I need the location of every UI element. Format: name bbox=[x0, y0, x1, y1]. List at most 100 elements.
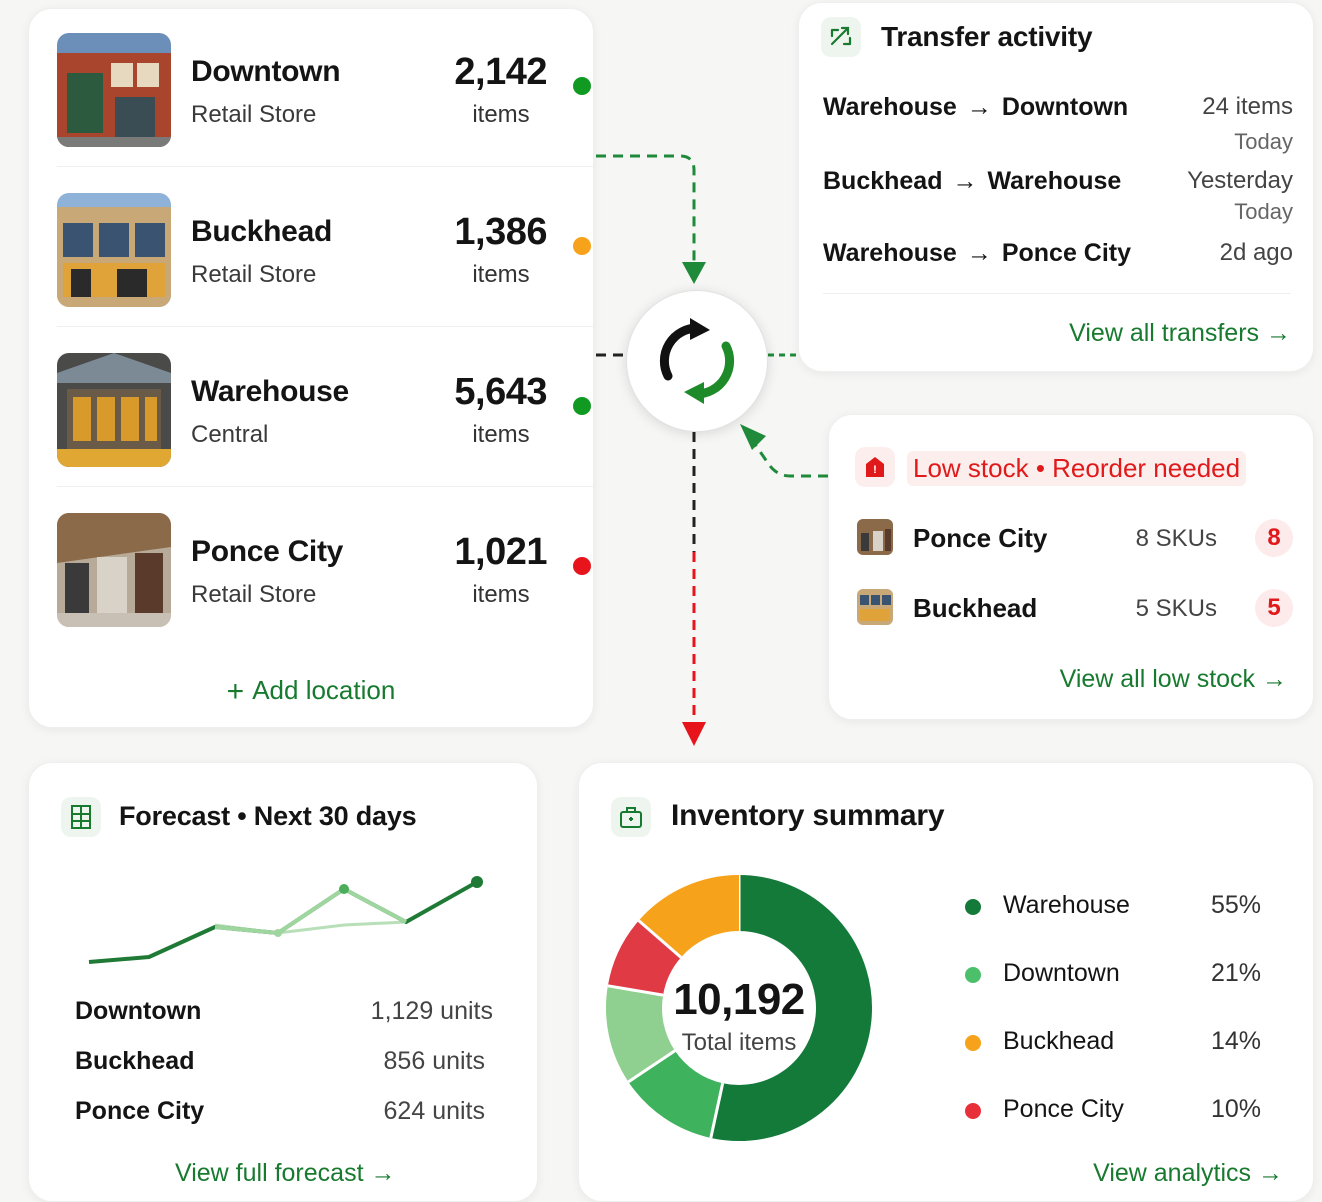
donut-segment-warehouse bbox=[710, 875, 872, 1141]
low-stock-title: Low stock • Reorder needed bbox=[907, 451, 1247, 486]
view-all-low-stock-link[interactable]: View all low stock → bbox=[1060, 665, 1287, 694]
forecast-title: Forecast • Next 30 days bbox=[119, 801, 417, 831]
transfer-to: Warehouse bbox=[987, 167, 1122, 195]
arrow-right-icon: → bbox=[952, 167, 978, 195]
location-name: Downtown bbox=[191, 55, 341, 88]
inventory-icon bbox=[611, 797, 651, 837]
arrow-right-icon: → bbox=[1266, 319, 1291, 347]
transfer-time: Today bbox=[1234, 199, 1293, 224]
transfer-meta: Yesterday bbox=[1187, 167, 1293, 194]
arrow-right-icon: → bbox=[1262, 665, 1287, 693]
legend-percent: 10% bbox=[1210, 1095, 1261, 1123]
forecast-value: 1,129 units bbox=[370, 997, 493, 1025]
location-name: Ponce City bbox=[191, 535, 344, 568]
low-stock-badge: 5 bbox=[1255, 589, 1293, 627]
location-row-downtown[interactable]: Downtown Retail Store 2,142 items bbox=[57, 9, 595, 167]
donut-separator bbox=[709, 1082, 725, 1139]
low-stock-row[interactable]: Ponce City 8 SKUs 8 bbox=[857, 519, 1293, 559]
low-stock-skus: 5 SKUs bbox=[1135, 595, 1217, 622]
low-stock-card: ! Low stock • Reorder needed Ponce City … bbox=[828, 414, 1314, 720]
view-analytics-label: View analytics bbox=[1093, 1159, 1252, 1187]
location-count: 1,021 bbox=[454, 531, 547, 573]
view-analytics-link[interactable]: View analytics → bbox=[1093, 1159, 1283, 1188]
legend-dot bbox=[965, 1035, 981, 1051]
transfer-row[interactable]: Buckhead → Warehouse Yesterday Today bbox=[823, 167, 1293, 224]
legend-dot bbox=[965, 899, 981, 915]
legend-percent: 14% bbox=[1210, 1027, 1261, 1055]
inventory-summary-title: Inventory summary bbox=[671, 799, 945, 832]
arrow-right-icon: → bbox=[966, 93, 992, 121]
forecast-row: Buckhead 856 units bbox=[75, 1047, 493, 1076]
forecast-row: Ponce City 624 units bbox=[75, 1097, 493, 1126]
building-icon bbox=[61, 797, 101, 837]
transfer-row[interactable]: Warehouse → Ponce City 2d ago bbox=[823, 239, 1293, 268]
location-unit: items bbox=[472, 581, 530, 608]
forecast-location: Buckhead bbox=[75, 1047, 195, 1075]
donut-separator bbox=[627, 1049, 676, 1084]
legend-percent: 55% bbox=[1210, 891, 1261, 919]
buckhead-thumbnail bbox=[857, 589, 893, 625]
donut-total-label: Total items bbox=[681, 1029, 797, 1056]
donut-segment-buckhead bbox=[638, 875, 741, 959]
status-dot bbox=[573, 237, 591, 255]
low-stock-row[interactable]: Buckhead 5 SKUs 5 bbox=[857, 589, 1293, 629]
location-type: Retail Store bbox=[191, 101, 317, 128]
legend-label: Downtown bbox=[1003, 959, 1120, 987]
ponce-city-photo bbox=[57, 513, 171, 627]
donut-segment-downtown-light bbox=[606, 985, 676, 1082]
svg-text:!: ! bbox=[873, 464, 877, 476]
downtown-store-photo bbox=[57, 33, 171, 147]
transfer-icon bbox=[821, 17, 861, 57]
low-stock-location: Buckhead bbox=[913, 593, 1038, 623]
transfer-row[interactable]: Warehouse → Downtown 24 items Today bbox=[823, 93, 1293, 154]
buckhead-store-photo bbox=[57, 193, 171, 307]
donut-segment-ponce-city bbox=[607, 920, 682, 997]
view-full-forecast-link[interactable]: View full forecast → bbox=[175, 1159, 395, 1188]
donut-separator bbox=[607, 984, 664, 997]
sync-button[interactable] bbox=[626, 290, 768, 432]
arrow-right-icon: → bbox=[370, 1159, 396, 1187]
donut-segment-downtown bbox=[628, 1049, 724, 1138]
transfer-to: Downtown bbox=[1001, 93, 1129, 121]
forecast-sparkline bbox=[88, 876, 483, 964]
transfer-title: Transfer activity bbox=[881, 21, 1093, 52]
arrow-right-icon: → bbox=[1258, 1159, 1283, 1187]
transfer-activity-card: Transfer activity Warehouse → Downtown 24 … bbox=[798, 2, 1314, 372]
low-stock-skus: 8 SKUs bbox=[1135, 525, 1217, 552]
forecast-value: 624 units bbox=[383, 1097, 485, 1125]
location-count: 1,386 bbox=[454, 211, 547, 253]
legend-label: Ponce City bbox=[1003, 1095, 1124, 1123]
location-row-buckhead[interactable]: Buckhead Retail Store 1,386 items bbox=[57, 169, 595, 327]
status-dot bbox=[573, 557, 591, 575]
location-type: Central bbox=[191, 421, 269, 448]
location-unit: items bbox=[472, 261, 530, 288]
view-all-transfers-label: View all transfers bbox=[1069, 319, 1260, 347]
view-full-forecast-label: View full forecast bbox=[175, 1159, 364, 1187]
location-row-ponce-city[interactable]: Ponce City Retail Store 1,021 items bbox=[57, 489, 595, 647]
add-location-button[interactable]: + Add location bbox=[29, 675, 593, 709]
location-row-warehouse[interactable]: Warehouse Central 5,643 items bbox=[57, 329, 595, 487]
arrow-right-icon: → bbox=[966, 239, 992, 267]
transfer-time: Today bbox=[1234, 129, 1293, 154]
location-unit: items bbox=[472, 101, 530, 128]
forecast-value: 856 units bbox=[383, 1047, 485, 1075]
low-stock-location: Ponce City bbox=[913, 523, 1048, 553]
view-all-transfers-link[interactable]: View all transfers → bbox=[1069, 319, 1291, 348]
forecast-row: Downtown 1,129 units bbox=[75, 997, 493, 1026]
status-dot bbox=[573, 77, 591, 95]
transfer-from: Warehouse bbox=[823, 93, 957, 121]
legend-dot bbox=[965, 967, 981, 983]
transfer-from: Warehouse bbox=[823, 239, 957, 267]
transfer-meta: 2d ago bbox=[1219, 239, 1293, 266]
location-name: Buckhead bbox=[191, 215, 332, 248]
location-name: Warehouse bbox=[191, 375, 349, 408]
sync-icon bbox=[659, 318, 735, 404]
status-dot bbox=[573, 397, 591, 415]
add-location-label: Add location bbox=[252, 675, 396, 705]
plus-icon: + bbox=[226, 675, 245, 708]
location-unit: items bbox=[472, 421, 530, 448]
location-type: Retail Store bbox=[191, 261, 317, 288]
ponce-city-thumbnail bbox=[857, 519, 893, 555]
donut-total-value: 10,192 bbox=[673, 975, 805, 1024]
